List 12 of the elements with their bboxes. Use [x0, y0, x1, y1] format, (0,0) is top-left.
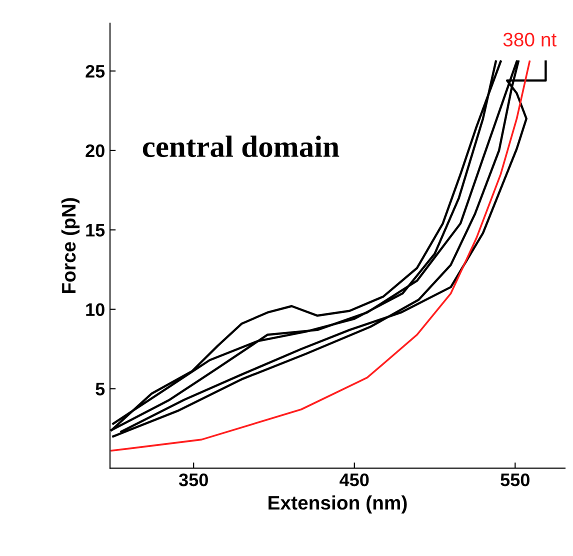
annotation: central domain — [142, 136, 340, 158]
y-tick-label: 15 — [86, 224, 105, 237]
y-axis-title: Force (pN) — [61, 198, 80, 294]
y-tick-label: 20 — [86, 144, 104, 158]
y-tick-label: 10 — [86, 303, 104, 316]
series-label: 380 nt — [503, 32, 556, 47]
x-tick-label: 550 — [500, 473, 530, 486]
x-tick-label: 450 — [340, 473, 369, 486]
y-tick-label: 25 — [86, 64, 105, 78]
x-tick-label: 350 — [178, 473, 208, 486]
y-tick-label: 5 — [96, 382, 105, 396]
x-axis-title: Extension (nm) — [268, 495, 407, 514]
